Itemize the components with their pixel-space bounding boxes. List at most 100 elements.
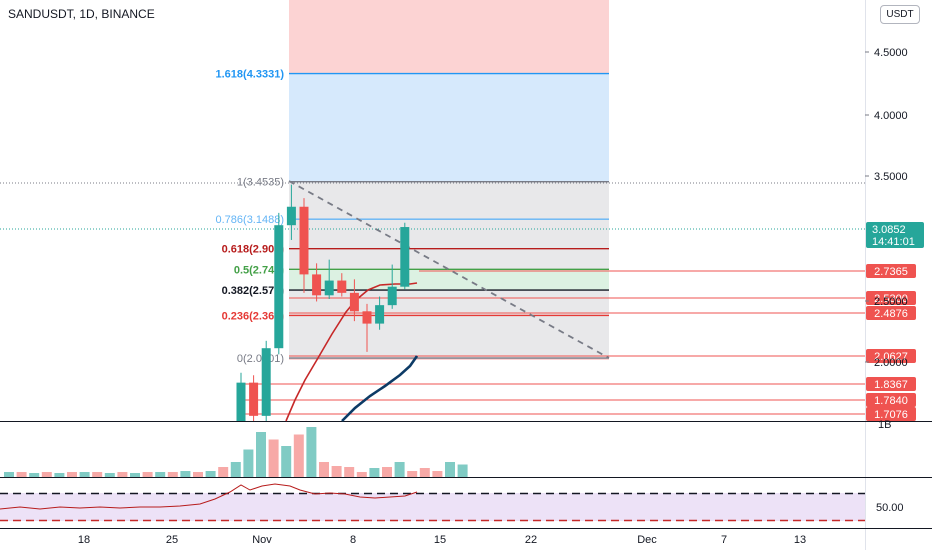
volume-bar-13: [167, 472, 178, 477]
price-tag-1: 2.5300: [874, 293, 908, 305]
price-tag-2: 2.4876: [874, 308, 908, 320]
volume-bar-19: [243, 449, 254, 477]
last-price-value: 3.0852: [872, 224, 906, 236]
rsi-line: [0, 483, 418, 510]
symbol-title: SANDUSDT, 1D, BINANCE: [8, 7, 155, 21]
volume-bar-21: [268, 439, 279, 477]
fib-label-2: 0.786(3.1488): [216, 214, 285, 226]
price-tag-bg-0: [866, 264, 916, 278]
volume-bar-36: [457, 464, 468, 477]
volume-bar-20: [256, 432, 266, 477]
fib-label-4: 0.5(2.741): [234, 264, 284, 276]
candle-body-1: [249, 382, 259, 416]
volume-bar-34: [432, 471, 443, 477]
rsi-band: [0, 493, 865, 521]
price-tag-bg-2: [866, 306, 916, 320]
trend-line: [288, 180, 610, 359]
price-tag-4: 1.8367: [874, 379, 908, 391]
volume-bar-9: [117, 472, 128, 477]
candle-body-2: [261, 348, 271, 416]
volume-bar-15: [193, 472, 203, 477]
x-axis-label-4: 15: [434, 534, 446, 546]
volume-bar-4: [54, 473, 65, 477]
volume-bar-23: [293, 434, 304, 477]
price-tag-6: 1.7076: [874, 409, 908, 421]
ma-navy-line: [341, 355, 419, 422]
x-axis-label-2: Nov: [252, 534, 272, 546]
candle-body-10: [362, 311, 372, 324]
volume-bar-1: [16, 472, 27, 477]
candle-body-7: [324, 280, 334, 296]
volume-bar-18: [230, 462, 241, 477]
volume-bar-22: [281, 446, 292, 477]
candle-body-8: [337, 280, 347, 293]
volume-bar-14: [180, 471, 191, 477]
volume-bar-7: [92, 472, 103, 477]
fib-zone-6: [289, 315, 609, 359]
volume-bar-24: [306, 427, 317, 477]
volume-bar-0: [4, 472, 14, 477]
candle-body-6: [312, 274, 322, 296]
y-axis-label-2: 3.5000: [874, 171, 908, 183]
last-price-bg: [866, 222, 924, 248]
fib-label-6: 0.236(2.366): [222, 310, 285, 322]
y-axis-label-4: 2.0000: [874, 357, 908, 369]
x-axis-label-8: 13: [794, 534, 806, 546]
y-axis-label-1: 4.0000: [874, 110, 908, 122]
volume-bar-31: [394, 462, 405, 477]
price-tag-bg-3: [866, 349, 916, 363]
fib-label-7: 0(2.0201): [237, 353, 284, 365]
currency-button[interactable]: USDT: [880, 5, 920, 24]
volume-bar-28: [356, 472, 367, 477]
x-axis-label-3: 8: [350, 534, 356, 546]
volume-bar-35: [445, 462, 455, 477]
fib-zone-0: [289, 0, 609, 74]
fib-zone-1: [289, 73, 609, 182]
fib-zone-2: [289, 181, 609, 249]
volume-bar-32: [407, 471, 418, 477]
volume-bar-6: [79, 472, 90, 477]
fib-zone-4: [289, 269, 609, 291]
volume-bar-16: [205, 471, 216, 477]
y-axis-label-3: 2.5000: [874, 296, 908, 308]
volume-bar-17: [218, 467, 229, 477]
fib-label-0: 1.618(4.3331): [216, 69, 285, 81]
volume-bar-25: [319, 462, 329, 477]
volume-bar-27: [344, 467, 355, 477]
fib-zone-5: [289, 290, 609, 316]
volume-bar-12: [155, 472, 166, 477]
volume-axis-label: 1B: [878, 419, 891, 431]
fib-zone-7: [289, 358, 609, 360]
rsi-axis-label: 50.00: [876, 502, 904, 514]
volume-bar-11: [142, 472, 153, 477]
volume-bar-30: [382, 467, 392, 477]
candle-body-12: [387, 286, 397, 306]
price-tag-bg-6: [866, 407, 916, 421]
price-tag-bg-5: [866, 393, 916, 407]
candle-body-13: [400, 227, 410, 287]
fib-label-5: 0.382(2.573): [222, 285, 285, 297]
price-tag-3: 2.0627: [874, 351, 908, 363]
y-axis-label-0: 4.5000: [874, 47, 908, 59]
volume-bar-2: [29, 473, 40, 477]
price-tag-bg-4: [866, 377, 916, 391]
last-price-countdown: 14:41:01: [872, 236, 915, 248]
candle-body-11: [375, 305, 385, 324]
volume-bar-26: [331, 466, 342, 477]
fib-label-1: 1(3.4535): [237, 177, 284, 189]
volume-bar-29: [369, 468, 380, 477]
volume-bar-3: [41, 472, 52, 477]
candle-body-3: [274, 225, 284, 349]
x-axis-label-0: 18: [78, 534, 90, 546]
x-axis-label-6: Dec: [637, 534, 657, 546]
candle-body-0: [236, 382, 246, 421]
x-axis-label-5: 22: [525, 534, 537, 546]
x-axis-label-1: 25: [166, 534, 178, 546]
fib-label-3: 0.618(2.909): [222, 244, 285, 256]
price-tag-bg-1: [866, 291, 916, 305]
price-tag-0: 2.7365: [874, 266, 908, 278]
volume-bar-10: [130, 473, 140, 477]
candle-body-4: [286, 206, 296, 226]
volume-bar-33: [419, 468, 430, 477]
